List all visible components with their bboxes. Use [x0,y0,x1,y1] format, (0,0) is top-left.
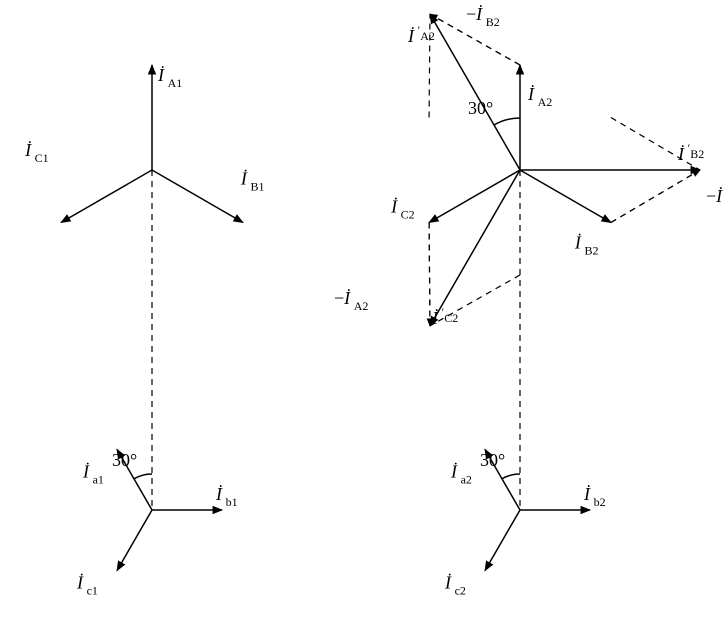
svg-text:İ b2: İ b2 [583,484,606,509]
svg-text:İ B2: İ B2 [574,233,599,258]
vec-Ic2 [485,510,520,571]
svg-text:30°: 30° [468,98,493,118]
svg-text:İ a1: İ a1 [82,461,104,486]
vec-IC1 [61,170,152,223]
svg-text:İ ′B2: İ ′B2 [677,141,704,164]
vec-IC2p [430,170,520,326]
svg-text:İ c2: İ c2 [444,573,466,598]
svg-text:İ c1: İ c1 [76,573,98,598]
svg-text:İ A1: İ A1 [157,65,182,90]
vec-IB1 [152,170,243,223]
svg-text:−İ B2: −İ B2 [466,4,500,29]
svg-text:İ C1: İ C1 [24,140,49,165]
svg-text:−İ A2: −İ A2 [334,288,368,313]
svg-text:İ ′A2: İ ′A2 [407,23,435,46]
vec-IA2p [430,14,520,170]
vec-IC2 [429,170,520,223]
svg-text:30°: 30° [112,450,137,470]
svg-text:İ b1: İ b1 [215,484,238,509]
svg-text:30°: 30° [480,450,505,470]
phasor-diagram: İ A1 İ B1 İ C1 İ a1 İ b1 İ c1 30° 30° İ A… [0,0,725,628]
svg-text:İ A2: İ A2 [527,84,552,109]
vec-IB2 [520,170,611,223]
svg-text:İ ′C2: İ ′C2 [431,305,458,328]
svg-text:İ a2: İ a2 [450,461,472,486]
svg-text:−İ C2: −İ C2 [706,186,725,211]
svg-text:İ B1: İ B1 [240,169,265,194]
svg-text:İ C2: İ C2 [390,197,415,222]
vec-Ic1 [117,510,152,571]
